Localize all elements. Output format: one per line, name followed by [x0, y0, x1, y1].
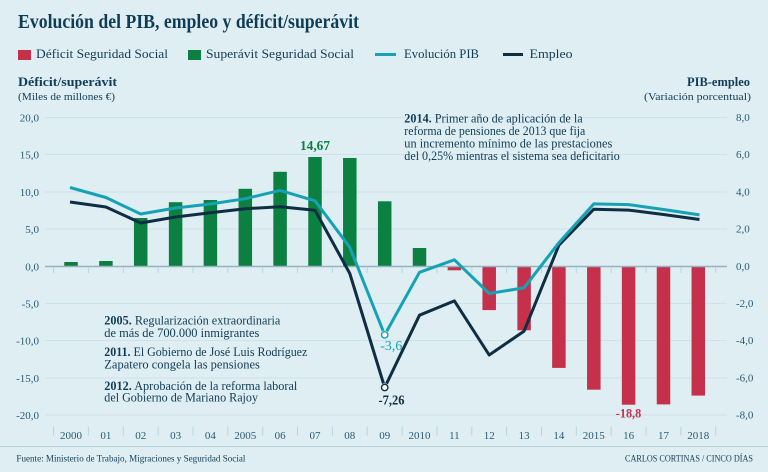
- svg-text:CARLOS CORTINAS / CINCO DÍAS: CARLOS CORTINAS / CINCO DÍAS: [625, 454, 753, 464]
- svg-text:2,0: 2,0: [736, 224, 750, 236]
- svg-text:6,0: 6,0: [736, 149, 750, 161]
- svg-text:11: 11: [449, 430, 460, 442]
- svg-text:-6,0: -6,0: [736, 373, 754, 385]
- svg-text:-10,0: -10,0: [16, 336, 39, 348]
- svg-text:03: 03: [170, 430, 182, 442]
- svg-text:Evolución PIB: Evolución PIB: [404, 47, 479, 61]
- svg-text:04: 04: [205, 430, 217, 442]
- svg-text:14,67: 14,67: [300, 139, 330, 154]
- svg-text:de más de 700.000 inmigrantes: de más de 700.000 inmigrantes: [104, 326, 259, 340]
- svg-text:del 0,25% mientras el sistema: del 0,25% mientras el sistema sea defici…: [404, 149, 620, 163]
- svg-text:8,0: 8,0: [736, 112, 750, 124]
- svg-text:2012. Aprobación de la reforma: 2012. Aprobación de la reforma laboral: [104, 379, 298, 393]
- svg-text:un incremento mínimo de las pr: un incremento mínimo de las prestaciones: [404, 137, 612, 151]
- svg-text:16: 16: [623, 430, 635, 442]
- svg-text:Déficit Seguridad Social: Déficit Seguridad Social: [36, 47, 169, 61]
- svg-text:0,0: 0,0: [25, 262, 39, 274]
- svg-text:-3,6: -3,6: [380, 339, 402, 354]
- svg-text:Zapatero congela las pensiones: Zapatero congela las pensiones: [104, 358, 260, 372]
- svg-text:-5,0: -5,0: [22, 299, 40, 311]
- svg-text:Fuente: Ministerio de Trabajo,: Fuente: Ministerio de Trabajo, Migracion…: [16, 454, 246, 464]
- svg-text:-15,0: -15,0: [16, 373, 39, 385]
- svg-text:-20,0: -20,0: [16, 410, 39, 422]
- svg-text:(Miles de millones €): (Miles de millones €): [18, 91, 115, 103]
- svg-text:-8,0: -8,0: [736, 410, 754, 422]
- svg-text:Evolución del PIB, empleo y dé: Evolución del PIB, empleo y déficit/supe…: [18, 11, 359, 33]
- svg-text:13: 13: [519, 430, 531, 442]
- svg-text:2005: 2005: [234, 430, 257, 442]
- svg-text:0,0: 0,0: [736, 261, 750, 273]
- svg-text:2014. Primer año de aplicación: 2014. Primer año de aplicación de la: [404, 112, 583, 126]
- svg-text:17: 17: [658, 430, 670, 442]
- svg-text:-4,0: -4,0: [736, 335, 754, 347]
- svg-text:2000: 2000: [60, 430, 83, 442]
- svg-text:2015: 2015: [583, 430, 606, 442]
- svg-text:06: 06: [275, 430, 287, 442]
- svg-text:PIB-empleo: PIB-empleo: [687, 75, 750, 89]
- svg-text:10,0: 10,0: [20, 187, 40, 199]
- svg-text:reforma de pensiones de 2013 q: reforma de pensiones de 2013 que fija: [404, 124, 585, 138]
- svg-text:2005. Regularización extraordi: 2005. Regularización extraordinaria: [104, 314, 280, 328]
- svg-text:2011. El Gobierno de José Luis: 2011. El Gobierno de José Luis Rodríguez: [104, 345, 307, 359]
- svg-text:-18,8: -18,8: [616, 406, 642, 421]
- svg-text:del Gobierno de Mariano Rajoy: del Gobierno de Mariano Rajoy: [104, 391, 258, 405]
- svg-text:12: 12: [484, 430, 495, 442]
- svg-text:-7,26: -7,26: [379, 394, 405, 409]
- svg-text:07: 07: [310, 430, 322, 442]
- svg-text:4,0: 4,0: [736, 187, 750, 199]
- svg-text:(Variación porcentual): (Variación porcentual): [644, 91, 751, 103]
- svg-text:09: 09: [379, 430, 391, 442]
- svg-text:Empleo: Empleo: [530, 47, 573, 61]
- svg-text:15,0: 15,0: [20, 150, 40, 162]
- svg-text:14: 14: [553, 430, 565, 442]
- svg-text:Déficit/superávit: Déficit/superávit: [18, 75, 118, 89]
- svg-text:5,0: 5,0: [25, 224, 39, 236]
- svg-text:02: 02: [135, 430, 146, 442]
- svg-text:2018: 2018: [687, 430, 710, 442]
- svg-text:-2,0: -2,0: [736, 298, 754, 310]
- svg-text:20,0: 20,0: [20, 113, 40, 125]
- svg-text:2010: 2010: [409, 430, 432, 442]
- svg-text:Superávit Seguridad Social: Superávit Seguridad Social: [206, 47, 355, 61]
- svg-text:01: 01: [100, 430, 111, 442]
- svg-text:08: 08: [344, 430, 356, 442]
